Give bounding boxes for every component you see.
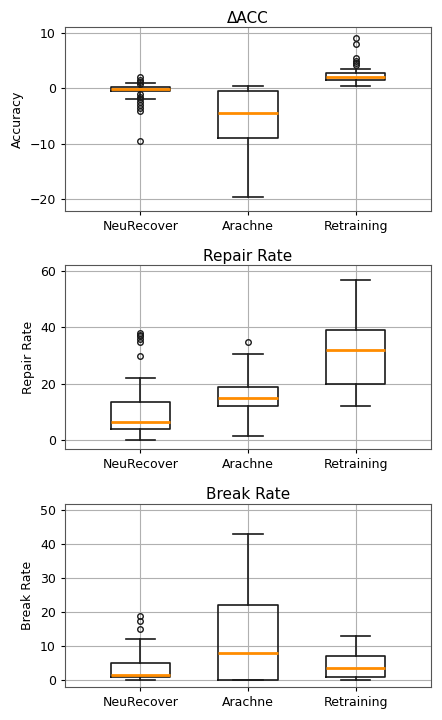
Y-axis label: Repair Rate: Repair Rate (22, 320, 34, 394)
Title: Repair Rate: Repair Rate (203, 249, 293, 264)
Y-axis label: Break Rate: Break Rate (22, 561, 34, 630)
Title: ΔACC: ΔACC (227, 11, 269, 26)
Title: Break Rate: Break Rate (206, 487, 290, 503)
Y-axis label: Accuracy: Accuracy (11, 90, 24, 148)
